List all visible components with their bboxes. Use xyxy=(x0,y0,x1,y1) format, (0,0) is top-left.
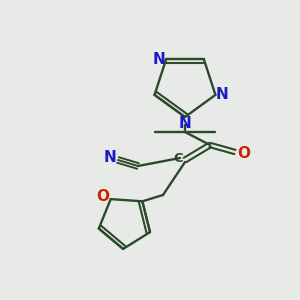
Text: N: N xyxy=(103,149,116,164)
Text: N: N xyxy=(178,116,191,130)
Text: N: N xyxy=(153,52,166,67)
Text: O: O xyxy=(96,189,109,204)
Text: C: C xyxy=(173,152,183,164)
Text: O: O xyxy=(238,146,250,160)
Text: N: N xyxy=(216,87,229,102)
